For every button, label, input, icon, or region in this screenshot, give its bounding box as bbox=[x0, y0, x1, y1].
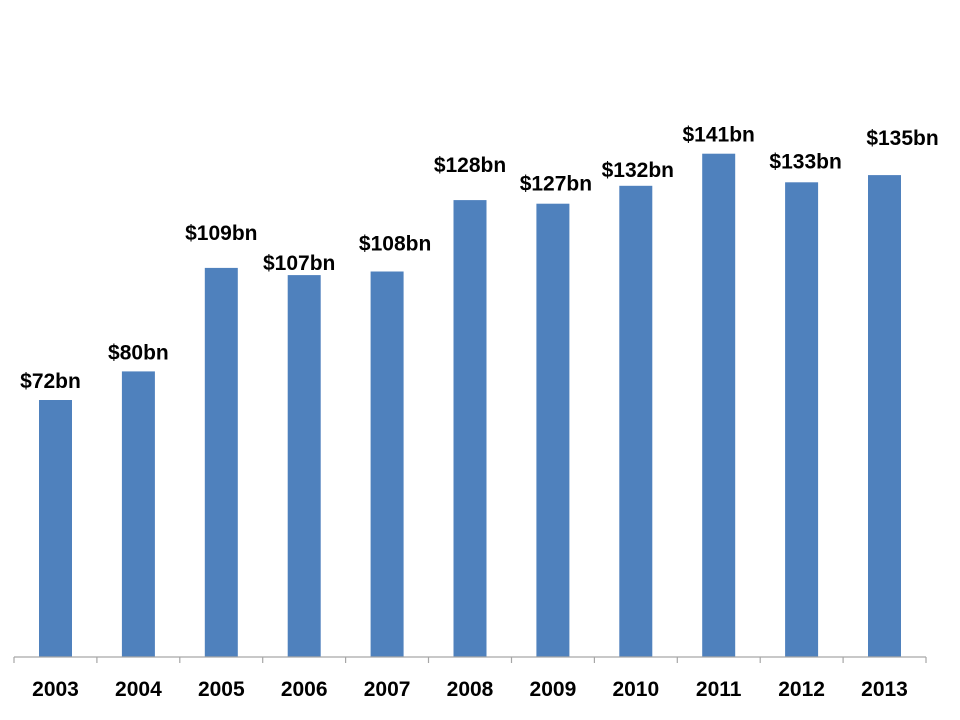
x-tick-label-2003: 2003 bbox=[32, 678, 79, 701]
x-tick-label-2012: 2012 bbox=[778, 678, 825, 701]
bar-2008 bbox=[453, 200, 487, 657]
x-tick-label-2011: 2011 bbox=[696, 678, 742, 701]
x-tick-label-2004: 2004 bbox=[115, 678, 162, 701]
x-tick-labels: 2003 2004 2005 2006 2007 2008 2009 2010 2011 2012… bbox=[32, 678, 908, 701]
data-label-2013: $135bn bbox=[866, 127, 938, 150]
bar-2005 bbox=[204, 267, 238, 657]
data-label-2009: $127bn bbox=[520, 173, 592, 196]
bar-2006 bbox=[287, 275, 321, 657]
bar-2011 bbox=[702, 153, 736, 657]
x-tick-label-2006: 2006 bbox=[281, 678, 328, 701]
x-tick-label-2009: 2009 bbox=[530, 678, 577, 701]
data-label-2006: $107bn bbox=[263, 252, 335, 275]
data-label-2004: $80bn bbox=[108, 341, 169, 364]
x-tick-label-2010: 2010 bbox=[612, 678, 659, 701]
x-tick-label-2005: 2005 bbox=[198, 678, 245, 701]
data-labels-layer: $72bn $80bn $109bn $107bn $108bn $128bn $127bn… bbox=[20, 124, 939, 393]
bar-2013 bbox=[868, 175, 901, 657]
x-tick-label-2007: 2007 bbox=[364, 678, 411, 701]
data-label-2003: $72bn bbox=[20, 370, 81, 393]
data-label-2010: $132bn bbox=[602, 159, 674, 182]
bars-layer bbox=[39, 153, 901, 658]
data-label-2007: $108bn bbox=[359, 233, 431, 256]
bar-2007 bbox=[370, 271, 404, 657]
x-axis bbox=[13, 656, 927, 663]
x-tick-label-2013: 2013 bbox=[861, 678, 908, 701]
bar-2009 bbox=[536, 203, 570, 657]
x-tick-label-2008: 2008 bbox=[447, 678, 494, 701]
data-label-2011: $141bn bbox=[683, 124, 755, 147]
data-label-2008: $128bn bbox=[434, 154, 506, 177]
data-label-2012: $133bn bbox=[769, 150, 841, 173]
bar-2003 bbox=[39, 400, 72, 657]
bar-2012 bbox=[785, 182, 819, 658]
bar-2004 bbox=[121, 371, 155, 657]
bar-2010 bbox=[619, 185, 653, 658]
data-label-2005: $109bn bbox=[185, 222, 257, 245]
